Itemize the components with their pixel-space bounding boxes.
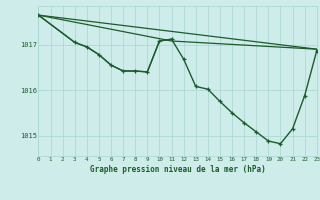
X-axis label: Graphe pression niveau de la mer (hPa): Graphe pression niveau de la mer (hPa) (90, 165, 266, 174)
